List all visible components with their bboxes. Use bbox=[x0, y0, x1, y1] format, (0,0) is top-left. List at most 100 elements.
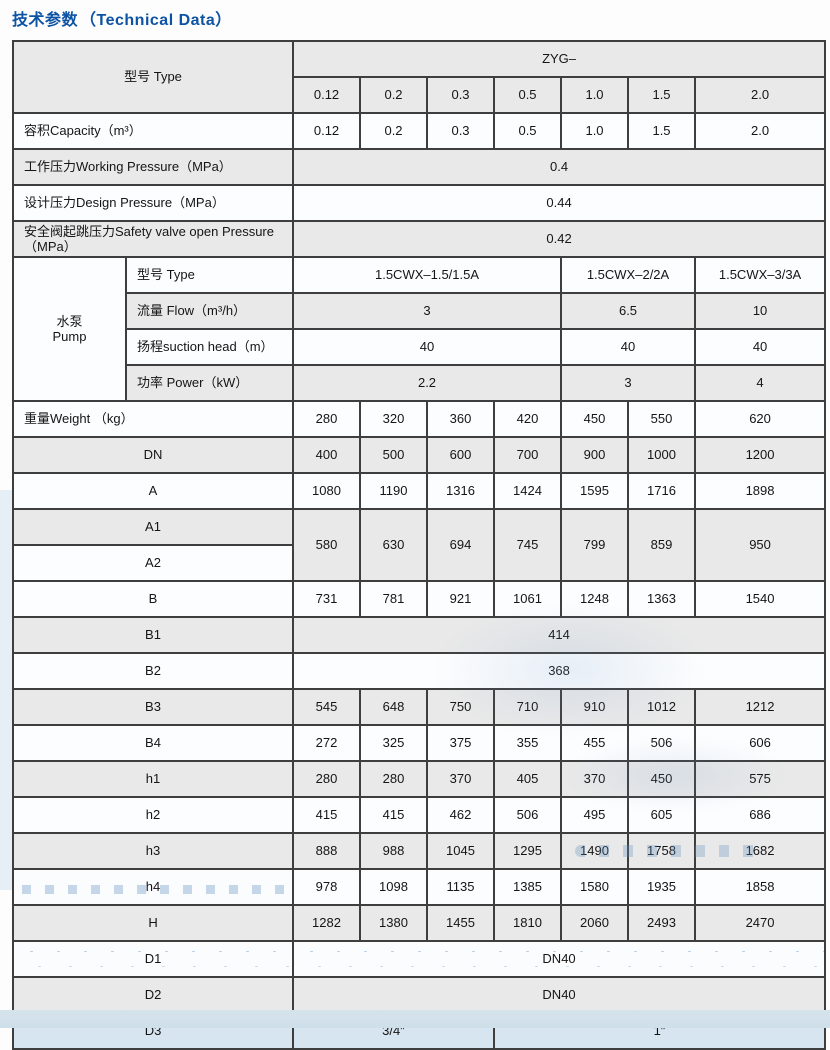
cell-h3-4: 1295 bbox=[493, 832, 563, 870]
cell-d2-1: DN40 bbox=[292, 976, 827, 1014]
cell-h4-0: h4 bbox=[11, 868, 295, 906]
row-working-pressure: 工作压力Working Pressure（MPa） 0.4 bbox=[11, 148, 827, 186]
row-capacity: 容积Capacity（m³） 0.12 0.2 0.3 0.5 1.0 1.5 2.0 bbox=[11, 112, 827, 150]
cell-b-4: 1061 bbox=[493, 580, 563, 618]
cell-h1-2: 280 bbox=[359, 760, 429, 798]
cell-dn-1: 400 bbox=[292, 436, 362, 474]
page-title: 技术参数 （Technical Data） bbox=[12, 6, 232, 30]
cell-h-total-6: 2493 bbox=[627, 904, 697, 942]
cell-h-total-2: 1380 bbox=[359, 904, 429, 942]
cell-weight-1: 280 bbox=[292, 400, 362, 438]
cell-h4-7: 1858 bbox=[694, 868, 827, 906]
cell-weight-4: 420 bbox=[493, 400, 563, 438]
cell-b-5: 1248 bbox=[560, 580, 630, 618]
row-d3: D3 3/4″ 1″ bbox=[11, 1012, 827, 1050]
row-b4: B4 272 325 375 355 455 506 606 bbox=[11, 724, 827, 762]
cell-b4-4: 355 bbox=[493, 724, 563, 762]
cell-size-header-3: 0.5 bbox=[493, 76, 563, 114]
row-dn: DN 400 500 600 700 900 1000 1200 bbox=[11, 436, 827, 474]
cell-b3-1: 545 bbox=[292, 688, 362, 726]
cell-h1-3: 370 bbox=[426, 760, 496, 798]
row-h4: h4 978 1098 1135 1385 1580 1935 1858 bbox=[11, 868, 827, 906]
cell-b2-0: B2 bbox=[11, 652, 295, 690]
cell-b2-1: 368 bbox=[292, 652, 827, 690]
row-weight: 重量Weight （kg） 280 320 360 420 450 550 620 bbox=[11, 400, 827, 438]
cell-h1-4: 405 bbox=[493, 760, 563, 798]
row-b1: B1 414 bbox=[11, 616, 827, 654]
cell-size-header-2: 0.3 bbox=[426, 76, 496, 114]
cell-b-1: 731 bbox=[292, 580, 362, 618]
cell-b3-7: 1212 bbox=[694, 688, 827, 726]
cell-model-type-header-1: ZYG– bbox=[292, 40, 827, 78]
cell-capacity-4: 0.5 bbox=[493, 112, 563, 150]
cell-h-total-3: 1455 bbox=[426, 904, 496, 942]
cell-h1-7: 575 bbox=[694, 760, 827, 798]
cell-size-header-5: 1.5 bbox=[627, 76, 697, 114]
cell-weight-2: 320 bbox=[359, 400, 429, 438]
cell-h2-0: h2 bbox=[11, 796, 295, 834]
cell-size-header-6: 2.0 bbox=[694, 76, 827, 114]
cell-d1-0: D1 bbox=[11, 940, 295, 978]
cell-h3-2: 988 bbox=[359, 832, 429, 870]
cell-pump-type-2: 1.5CWX–1.5/1.5A bbox=[292, 256, 563, 294]
cell-h4-5: 1580 bbox=[560, 868, 630, 906]
cell-d1-1: DN40 bbox=[292, 940, 827, 978]
cell-h4-2: 1098 bbox=[359, 868, 429, 906]
cell-b3-3: 750 bbox=[426, 688, 496, 726]
row-b2: B2 368 bbox=[11, 652, 827, 690]
cell-pump-power-3: 4 bbox=[694, 364, 827, 402]
cell-a-1: 1080 bbox=[292, 472, 362, 510]
cell-h4-3: 1135 bbox=[426, 868, 496, 906]
cell-dn-7: 1200 bbox=[694, 436, 827, 474]
cell-working-pressure-0: 工作压力Working Pressure（MPa） bbox=[11, 148, 295, 186]
cell-a2-0: A2 bbox=[11, 544, 295, 582]
cell-dn-5: 900 bbox=[560, 436, 630, 474]
cell-a-6: 1716 bbox=[627, 472, 697, 510]
row-a2: A2 bbox=[11, 544, 825, 582]
cell-h2-4: 506 bbox=[493, 796, 563, 834]
cell-h2-3: 462 bbox=[426, 796, 496, 834]
cell-capacity-5: 1.0 bbox=[560, 112, 630, 150]
row-size-header: 0.12 0.2 0.3 0.5 1.0 1.5 2.0 bbox=[13, 76, 827, 114]
row-h3: h3 888 988 1045 1295 1490 1758 1682 bbox=[11, 832, 827, 870]
cell-h-total-4: 1810 bbox=[493, 904, 563, 942]
cell-h-total-5: 2060 bbox=[560, 904, 630, 942]
cell-design-pressure-1: 0.44 bbox=[292, 184, 827, 222]
cell-b4-6: 506 bbox=[627, 724, 697, 762]
cell-pump-head-3: 40 bbox=[694, 328, 827, 366]
cell-a1-7: 950 bbox=[694, 508, 827, 582]
cell-b-0: B bbox=[11, 580, 295, 618]
cell-a1-2: 630 bbox=[359, 508, 429, 582]
cell-h1-1: 280 bbox=[292, 760, 362, 798]
cell-b-3: 921 bbox=[426, 580, 496, 618]
cell-h3-3: 1045 bbox=[426, 832, 496, 870]
cell-b3-4: 710 bbox=[493, 688, 563, 726]
cell-h2-2: 415 bbox=[359, 796, 429, 834]
row-a1: A1 580 630 694 745 799 859 950 bbox=[11, 508, 827, 582]
cell-b-7: 1540 bbox=[694, 580, 827, 618]
cell-pump-flow-1: 3 bbox=[292, 292, 563, 330]
cell-capacity-7: 2.0 bbox=[694, 112, 827, 150]
cell-capacity-1: 0.12 bbox=[292, 112, 362, 150]
cell-h3-1: 888 bbox=[292, 832, 362, 870]
cell-b3-6: 1012 bbox=[627, 688, 697, 726]
cell-h-total-1: 1282 bbox=[292, 904, 362, 942]
row-b: B 731 781 921 1061 1248 1363 1540 bbox=[11, 580, 827, 618]
cell-pump-type-3: 1.5CWX–2/2A bbox=[560, 256, 697, 294]
cell-b3-2: 648 bbox=[359, 688, 429, 726]
page-title-en: （Technical Data） bbox=[80, 12, 232, 29]
cell-h3-7: 1682 bbox=[694, 832, 827, 870]
cell-b3-5: 910 bbox=[560, 688, 630, 726]
cell-weight-3: 360 bbox=[426, 400, 496, 438]
cell-size-header-1: 0.2 bbox=[359, 76, 429, 114]
cell-h3-5: 1490 bbox=[560, 832, 630, 870]
cell-b4-3: 375 bbox=[426, 724, 496, 762]
cell-h3-6: 1758 bbox=[627, 832, 697, 870]
cell-h2-5: 495 bbox=[560, 796, 630, 834]
cell-pump-head-0: 扬程suction head（m） bbox=[124, 328, 295, 366]
cell-capacity-2: 0.2 bbox=[359, 112, 429, 150]
watermark-patch bbox=[0, 490, 12, 890]
cell-dn-3: 600 bbox=[426, 436, 496, 474]
cell-capacity-0: 容积Capacity（m³） bbox=[11, 112, 295, 150]
cell-pump-head-1: 40 bbox=[292, 328, 563, 366]
